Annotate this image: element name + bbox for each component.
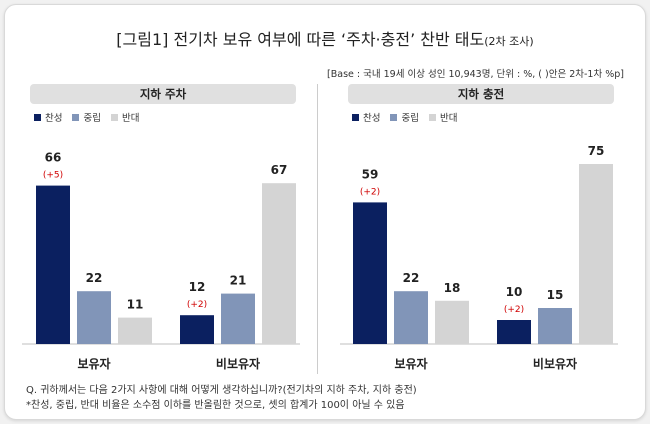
- legend-item-support: 찬성: [352, 110, 380, 124]
- bar-중립: [538, 308, 572, 344]
- data-label: 21: [230, 274, 247, 288]
- legend-item-oppose: 반대: [110, 110, 139, 124]
- category-label: 보유자: [77, 356, 110, 371]
- bar-찬성: [180, 315, 214, 344]
- legend-charging: 찬성 중립 반대: [352, 110, 457, 124]
- data-label: 18: [444, 281, 461, 295]
- data-label: 22: [403, 271, 420, 285]
- bar-중립: [77, 291, 111, 344]
- figure-title: [그림1] 전기차 보유 여부에 따른 ‘주차·충전’ 찬반 태도(2차 조사): [0, 26, 650, 50]
- data-label: 12: [189, 280, 206, 294]
- bar-반대: [435, 300, 469, 344]
- legend-swatch: [110, 113, 118, 121]
- base-note: [Base : 국내 19세 이상 성인 10,943명, 단위 : %, ( …: [327, 69, 624, 80]
- bar-중립: [394, 291, 428, 344]
- data-label: 15: [547, 288, 564, 302]
- footnote-rounding: *찬성, 중립, 반대 비율은 소수점 이하를 반올림한 것으로, 셋의 합계가…: [26, 400, 405, 411]
- panel-title-charging: 지하 충전: [348, 84, 614, 104]
- data-label: 66: [45, 151, 62, 165]
- category-label: 보유자: [394, 356, 427, 371]
- bar-찬성: [497, 320, 531, 344]
- legend-parking: 찬성 중립 반대: [34, 110, 139, 124]
- bar-중립: [221, 293, 255, 344]
- bar-반대: [262, 183, 296, 344]
- legend-item-oppose: 반대: [428, 110, 457, 124]
- data-label: 59: [362, 167, 379, 181]
- data-label: 22: [86, 271, 103, 285]
- legend-item-neutral: 중립: [390, 110, 419, 124]
- legend-swatch: [390, 113, 398, 121]
- footnotes: Q. 귀하께서는 다음 2가지 사항에 대해 어떻게 생각하십니까?(전기차의 …: [26, 383, 417, 413]
- data-label: 10: [506, 285, 523, 299]
- change-label: (+2): [360, 187, 380, 197]
- bar-반대: [579, 164, 613, 344]
- change-label: (+2): [504, 305, 524, 315]
- panel-divider: [317, 84, 318, 374]
- chart-card: [4, 4, 646, 420]
- legend-swatch: [34, 113, 41, 121]
- data-label: 11: [127, 298, 144, 312]
- footnote-question: Q. 귀하께서는 다음 2가지 사항에 대해 어떻게 생각하십니까?(전기차의 …: [26, 385, 417, 396]
- bar-찬성: [36, 185, 70, 344]
- data-label: 67: [271, 163, 288, 177]
- legend-item-neutral: 중립: [72, 110, 101, 124]
- panel-title-parking: 지하 주차: [30, 84, 296, 104]
- bar-찬성: [353, 202, 387, 344]
- figure-title-main: [그림1] 전기차 보유 여부에 따른 ‘주차·충전’ 찬반 태도: [116, 30, 485, 49]
- change-label: (+2): [187, 300, 207, 310]
- legend-swatch: [428, 113, 436, 121]
- figure-title-sub: (2차 조사): [484, 35, 534, 48]
- category-label: 비보유자: [533, 356, 577, 371]
- category-label: 비보유자: [216, 356, 260, 371]
- data-label: 75: [588, 144, 605, 158]
- bar-반대: [118, 317, 152, 344]
- legend-item-support: 찬성: [34, 110, 62, 124]
- legend-swatch: [72, 113, 80, 121]
- change-label: (+5): [43, 171, 63, 181]
- legend-swatch: [352, 113, 359, 121]
